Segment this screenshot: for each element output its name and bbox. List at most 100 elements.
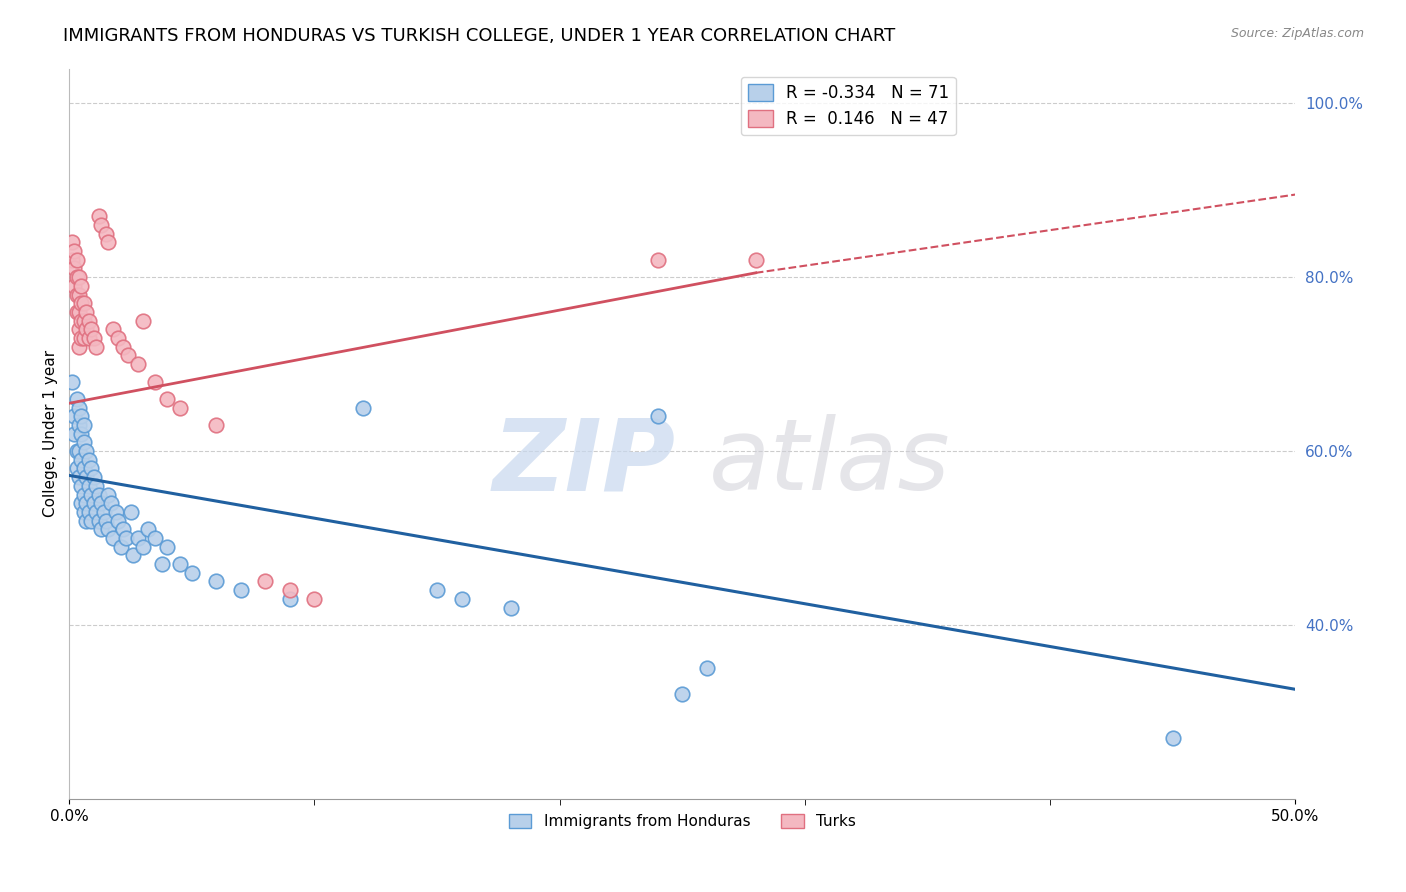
Point	[499, 600, 522, 615]
Point	[75, 444, 97, 458]
Point	[304, 591, 326, 606]
Point	[97, 522, 120, 536]
Point	[67, 340, 90, 354]
Point	[353, 401, 375, 415]
Point	[205, 574, 228, 589]
Point	[180, 566, 202, 580]
Point	[1161, 731, 1184, 745]
Point	[70, 409, 93, 424]
Point	[75, 496, 97, 510]
Point	[112, 340, 135, 354]
Point	[60, 252, 83, 267]
Point	[94, 227, 117, 241]
Point	[87, 210, 110, 224]
Point	[90, 496, 112, 510]
Point	[60, 235, 83, 250]
Text: Source: ZipAtlas.com: Source: ZipAtlas.com	[1230, 27, 1364, 40]
Point	[77, 313, 100, 327]
Point	[67, 401, 90, 415]
Point	[114, 531, 136, 545]
Point	[671, 688, 693, 702]
Point	[120, 505, 142, 519]
Point	[77, 452, 100, 467]
Point	[278, 583, 301, 598]
Text: ZIP: ZIP	[492, 415, 676, 511]
Point	[110, 540, 132, 554]
Point	[75, 322, 97, 336]
Point	[132, 313, 155, 327]
Point	[100, 496, 122, 510]
Point	[80, 322, 103, 336]
Point	[127, 357, 149, 371]
Point	[70, 296, 93, 310]
Point	[169, 401, 191, 415]
Point	[117, 348, 139, 362]
Point	[84, 505, 107, 519]
Point	[450, 591, 472, 606]
Point	[229, 583, 252, 598]
Point	[647, 409, 669, 424]
Point	[84, 479, 107, 493]
Text: atlas: atlas	[709, 415, 950, 511]
Point	[75, 514, 97, 528]
Point	[63, 261, 86, 276]
Point	[65, 270, 87, 285]
Point	[77, 505, 100, 519]
Point	[90, 218, 112, 232]
Point	[426, 583, 449, 598]
Point	[143, 375, 166, 389]
Point	[63, 278, 86, 293]
Point	[83, 470, 105, 484]
Point	[205, 417, 228, 432]
Point	[65, 444, 87, 458]
Point	[83, 496, 105, 510]
Point	[73, 331, 96, 345]
Point	[80, 461, 103, 475]
Point	[75, 470, 97, 484]
Point	[70, 313, 93, 327]
Point	[67, 270, 90, 285]
Point	[136, 522, 159, 536]
Point	[156, 540, 179, 554]
Point	[77, 331, 100, 345]
Point	[70, 331, 93, 345]
Point	[94, 514, 117, 528]
Point	[73, 461, 96, 475]
Y-axis label: College, Under 1 year: College, Under 1 year	[44, 351, 58, 517]
Point	[696, 661, 718, 675]
Point	[70, 452, 93, 467]
Point	[80, 487, 103, 501]
Point	[90, 522, 112, 536]
Point	[103, 322, 125, 336]
Point	[67, 322, 90, 336]
Point	[65, 461, 87, 475]
Point	[93, 505, 115, 519]
Point	[60, 375, 83, 389]
Point	[132, 540, 155, 554]
Point	[73, 505, 96, 519]
Legend: Immigrants from Honduras, Turks: Immigrants from Honduras, Turks	[502, 808, 862, 835]
Point	[70, 479, 93, 493]
Point	[73, 296, 96, 310]
Point	[67, 287, 90, 301]
Point	[70, 278, 93, 293]
Point	[112, 522, 135, 536]
Point	[73, 487, 96, 501]
Point	[73, 417, 96, 432]
Point	[107, 514, 129, 528]
Point	[647, 252, 669, 267]
Point	[103, 531, 125, 545]
Point	[156, 392, 179, 406]
Point	[63, 409, 86, 424]
Point	[67, 417, 90, 432]
Point	[127, 531, 149, 545]
Point	[65, 287, 87, 301]
Point	[65, 252, 87, 267]
Point	[67, 305, 90, 319]
Point	[83, 331, 105, 345]
Point	[65, 305, 87, 319]
Point	[104, 505, 127, 519]
Point	[107, 331, 129, 345]
Point	[143, 531, 166, 545]
Point	[70, 426, 93, 441]
